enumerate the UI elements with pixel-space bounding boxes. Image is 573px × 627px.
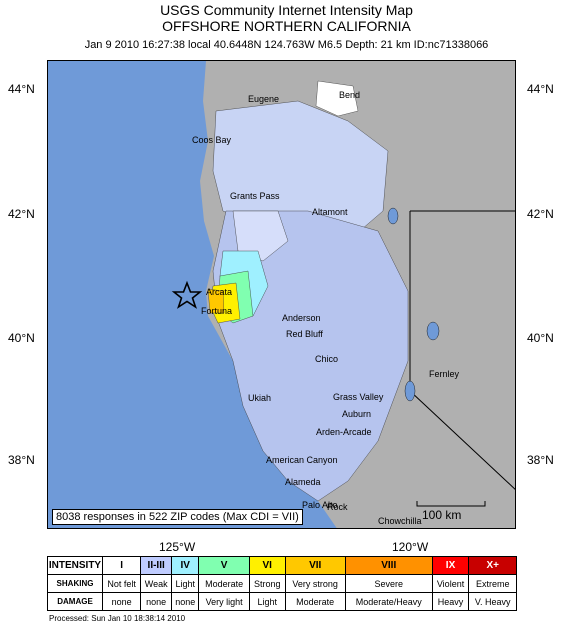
lat-label-42-left: 42°N bbox=[8, 207, 35, 221]
map-title: USGS Community Internet Intensity Map bbox=[160, 2, 413, 18]
lat-label-44-right: 44°N bbox=[527, 82, 554, 96]
event-info: Jan 9 2010 16:27:38 local 40.6448N 124.7… bbox=[84, 39, 489, 51]
city-label: Ukiah bbox=[248, 393, 272, 403]
city-label: Anderson bbox=[282, 313, 321, 323]
map-canvas bbox=[48, 61, 515, 528]
legend-damage: none bbox=[171, 592, 200, 611]
legend-shaking: Very strong bbox=[284, 574, 346, 593]
legend-level-5: V bbox=[198, 556, 250, 575]
lon-label-125: 125°W bbox=[159, 540, 196, 554]
city-label: Chowchilla bbox=[378, 516, 422, 526]
city-label: Coos Bay bbox=[192, 135, 232, 145]
legend-level-7: VII bbox=[284, 556, 346, 575]
city-label: Alameda bbox=[285, 477, 321, 487]
processed-timestamp: Processed: Sun Jan 10 18:38:14 2010 bbox=[49, 614, 186, 623]
lake-pyramid bbox=[426, 321, 440, 341]
zip-region-grants-pass bbox=[232, 210, 289, 262]
city-label: Chico bbox=[315, 354, 339, 364]
scale-bar bbox=[416, 501, 486, 507]
responses-count: 8038 responses in 522 ZIP codes (Max CDI… bbox=[52, 509, 303, 525]
legend-shaking: Extreme bbox=[468, 574, 517, 593]
legend-damage: Very light bbox=[198, 592, 250, 611]
legend-damage: V. Heavy bbox=[468, 592, 517, 611]
lat-label-44-left: 44°N bbox=[8, 82, 35, 96]
city-label: Fernley bbox=[429, 369, 460, 379]
city-label: Fortuna bbox=[201, 306, 233, 316]
legend-shaking: Violent bbox=[431, 574, 470, 593]
legend-level-10: X+ bbox=[468, 556, 517, 575]
city-label: Eugene bbox=[248, 94, 280, 104]
city-label: Palo Alto bbox=[302, 500, 338, 510]
lat-label-40-left: 40°N bbox=[8, 331, 35, 345]
legend-shaking: Weak bbox=[140, 574, 173, 593]
legend-damage-label: DAMAGE bbox=[47, 592, 103, 611]
unreported-bend bbox=[315, 80, 359, 117]
lon-label-120: 120°W bbox=[392, 540, 429, 554]
intensity-legend: INTENSITY I II-III IV V VI VII VIII IX X… bbox=[47, 556, 517, 611]
city-label: Bend bbox=[339, 90, 361, 100]
map-region-title: OFFSHORE NORTHERN CALIFORNIA bbox=[162, 18, 411, 34]
legend-damage: Heavy bbox=[431, 592, 470, 611]
lake-tahoe bbox=[404, 380, 416, 402]
lake bbox=[387, 207, 399, 225]
city-label: Arcata bbox=[206, 287, 233, 297]
legend-level-6: VI bbox=[248, 556, 286, 575]
legend-shaking: Not felt bbox=[101, 574, 142, 593]
zip-region-very-strong bbox=[207, 288, 225, 314]
legend-shaking: Strong bbox=[248, 574, 286, 593]
city-label: Arden-Arcade bbox=[316, 427, 372, 437]
legend-shaking: Severe bbox=[344, 574, 433, 593]
lat-label-42-right: 42°N bbox=[527, 207, 554, 221]
city-label: American Canyon bbox=[266, 455, 338, 465]
city-label: Grants Pass bbox=[230, 191, 280, 201]
city-label: Altamont bbox=[312, 207, 348, 217]
legend-level-9: IX bbox=[431, 556, 470, 575]
intensity-map[interactable] bbox=[47, 60, 516, 529]
legend-damage: Moderate bbox=[284, 592, 346, 611]
city-label: Grass Valley bbox=[333, 392, 384, 402]
legend-level-2: II-III bbox=[140, 556, 173, 575]
city-label: Auburn bbox=[342, 409, 372, 419]
legend-damage: none bbox=[101, 592, 142, 611]
legend-shaking-label: SHAKING bbox=[47, 574, 103, 593]
city-label: Rock bbox=[327, 502, 348, 512]
legend-level-1: I bbox=[101, 556, 142, 575]
legend-shaking: Light bbox=[171, 574, 200, 593]
city-label: Red Bluff bbox=[286, 329, 323, 339]
legend-level-4: IV bbox=[171, 556, 200, 575]
lat-label-38-left: 38°N bbox=[8, 453, 35, 467]
legend-damage: none bbox=[140, 592, 173, 611]
legend-level-8: VIII bbox=[344, 556, 433, 575]
lat-label-40-right: 40°N bbox=[527, 331, 554, 345]
lat-label-38-right: 38°N bbox=[527, 453, 554, 467]
epicenter-star-icon[interactable] bbox=[171, 280, 203, 309]
legend-intensity-label: INTENSITY bbox=[47, 556, 103, 575]
legend-damage: Moderate/Heavy bbox=[344, 592, 433, 611]
legend-shaking: Moderate bbox=[198, 574, 250, 593]
legend-damage: Light bbox=[248, 592, 286, 611]
scale-label: 100 km bbox=[422, 508, 462, 522]
